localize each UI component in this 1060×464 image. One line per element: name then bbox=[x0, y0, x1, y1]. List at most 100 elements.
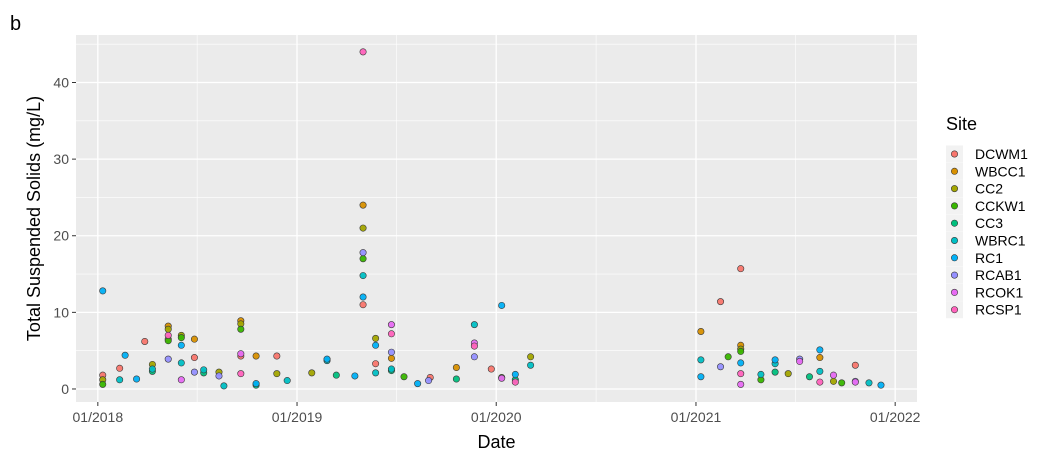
data-point-cckw1 bbox=[237, 325, 245, 333]
data-point-cckw1 bbox=[400, 373, 408, 381]
legend-label-rcsp1: RCSP1 bbox=[975, 302, 1022, 318]
legend-key-rcab1 bbox=[950, 271, 958, 279]
data-point-rcab1 bbox=[359, 249, 367, 257]
data-point-rc1 bbox=[133, 375, 141, 383]
major-gridlines bbox=[76, 35, 917, 402]
data-point-rc1 bbox=[351, 372, 359, 380]
data-point-rc1 bbox=[121, 351, 129, 359]
legend-key-rc1 bbox=[950, 254, 958, 262]
legend-label-rc1: RC1 bbox=[975, 250, 1003, 266]
data-point-cc2 bbox=[784, 370, 792, 378]
data-point-dcwm1 bbox=[487, 365, 495, 373]
data-point-rc1 bbox=[511, 370, 519, 378]
y-tick-label: 20 bbox=[53, 228, 69, 244]
data-point-dcwm1 bbox=[372, 360, 380, 368]
data-point-dcwm1 bbox=[359, 301, 367, 309]
data-point-cc2 bbox=[527, 353, 535, 361]
data-point-wbrc1 bbox=[816, 367, 824, 375]
legend: Site DCWM1WBCC1CC2CCKW1CC3WBRC1RC1RCAB1R… bbox=[946, 114, 1028, 319]
data-point-rcsp1 bbox=[164, 331, 172, 339]
data-point-cc3 bbox=[771, 368, 779, 376]
data-point-rcab1 bbox=[425, 377, 433, 385]
data-point-wbrc1 bbox=[697, 356, 705, 364]
data-point-rcsp1 bbox=[470, 342, 478, 350]
x-tick-label: 01/2018 bbox=[73, 409, 124, 425]
data-point-wbrc1 bbox=[116, 376, 124, 384]
data-point-cc3 bbox=[452, 375, 460, 383]
x-tick-label: 01/2022 bbox=[870, 409, 921, 425]
data-point-wbrc1 bbox=[220, 382, 228, 390]
data-point-rcsp1 bbox=[387, 330, 395, 338]
legend-key-wbrc1 bbox=[950, 237, 958, 245]
data-point-cc2 bbox=[273, 370, 281, 378]
data-point-wbrc1 bbox=[372, 369, 380, 377]
legend-label-dcwm1: DCWM1 bbox=[975, 146, 1028, 162]
data-point-wbrc1 bbox=[177, 359, 185, 367]
data-point-cc3 bbox=[805, 373, 813, 381]
data-point-rcok1 bbox=[796, 357, 804, 365]
data-point-rc1 bbox=[737, 359, 745, 367]
data-point-dcwm1 bbox=[737, 265, 745, 273]
data-point-cckw1 bbox=[99, 380, 107, 388]
data-point-cckw1 bbox=[838, 379, 846, 387]
data-point-rc1 bbox=[359, 293, 367, 301]
data-point-dcwm1 bbox=[851, 361, 859, 369]
legend-key-cc3 bbox=[950, 219, 958, 227]
data-point-rc1 bbox=[177, 341, 185, 349]
data-point-dcwm1 bbox=[190, 354, 198, 362]
data-point-rcok1 bbox=[737, 380, 745, 388]
data-point-rcab1 bbox=[215, 372, 223, 380]
data-point-rc1 bbox=[498, 301, 506, 309]
data-points bbox=[99, 48, 885, 390]
data-point-rcok1 bbox=[237, 350, 245, 358]
data-point-rc1 bbox=[414, 380, 422, 388]
data-point-cckw1 bbox=[724, 353, 732, 361]
y-tick-label: 0 bbox=[61, 381, 69, 397]
y-axis-title: Total Suspended Solids (mg/L) bbox=[24, 96, 44, 341]
legend-label-rcab1: RCAB1 bbox=[975, 267, 1022, 283]
data-point-rcok1 bbox=[830, 371, 838, 379]
data-point-dcwm1 bbox=[141, 337, 149, 345]
data-point-rc1 bbox=[771, 356, 779, 364]
legend-label-wbcc1: WBCC1 bbox=[975, 163, 1026, 179]
data-point-rc1 bbox=[252, 380, 260, 388]
data-point-rc1 bbox=[372, 341, 380, 349]
data-point-wbcc1 bbox=[359, 201, 367, 209]
data-point-cckw1 bbox=[737, 347, 745, 355]
panel-tag: b bbox=[10, 13, 21, 35]
data-point-rcsp1 bbox=[816, 378, 824, 386]
data-point-rcok1 bbox=[498, 374, 506, 382]
data-point-rcsp1 bbox=[237, 370, 245, 378]
legend-key-rcsp1 bbox=[950, 306, 958, 314]
data-point-rcab1 bbox=[190, 368, 198, 376]
legend-key-dcwm1 bbox=[950, 150, 958, 158]
data-point-rcab1 bbox=[717, 363, 725, 371]
data-point-rc1 bbox=[99, 287, 107, 295]
legend-key-cc2 bbox=[950, 185, 958, 193]
data-point-rcab1 bbox=[470, 353, 478, 361]
data-point-wbcc1 bbox=[697, 328, 705, 336]
data-point-cc2 bbox=[359, 224, 367, 232]
data-point-wbcc1 bbox=[190, 335, 198, 343]
data-point-rcok1 bbox=[851, 378, 859, 386]
y-tick-label: 30 bbox=[53, 151, 69, 167]
data-point-wbrc1 bbox=[200, 366, 208, 374]
data-point-rc1 bbox=[697, 373, 705, 381]
data-point-wbrc1 bbox=[148, 365, 156, 373]
x-tick-label: 01/2019 bbox=[272, 409, 323, 425]
legend-key-wbcc1 bbox=[950, 167, 958, 175]
data-point-rcok1 bbox=[177, 376, 185, 384]
data-point-rcsp1 bbox=[737, 370, 745, 378]
x-axis: 01/2018 01/2019 01/2020 01/2021 01/2022 bbox=[73, 402, 921, 425]
y-tick-label: 10 bbox=[53, 304, 69, 320]
data-point-rcsp1 bbox=[511, 378, 519, 386]
data-point-wbcc1 bbox=[252, 352, 260, 360]
legend-key-rcok1 bbox=[950, 288, 958, 296]
y-axis: 0 10 20 30 40 bbox=[53, 75, 76, 397]
legend-label-rcok1: RCOK1 bbox=[975, 284, 1023, 300]
y-tick-label: 40 bbox=[53, 75, 69, 91]
data-point-wbrc1 bbox=[470, 321, 478, 329]
data-point-rcok1 bbox=[387, 321, 395, 329]
data-point-dcwm1 bbox=[717, 298, 725, 306]
